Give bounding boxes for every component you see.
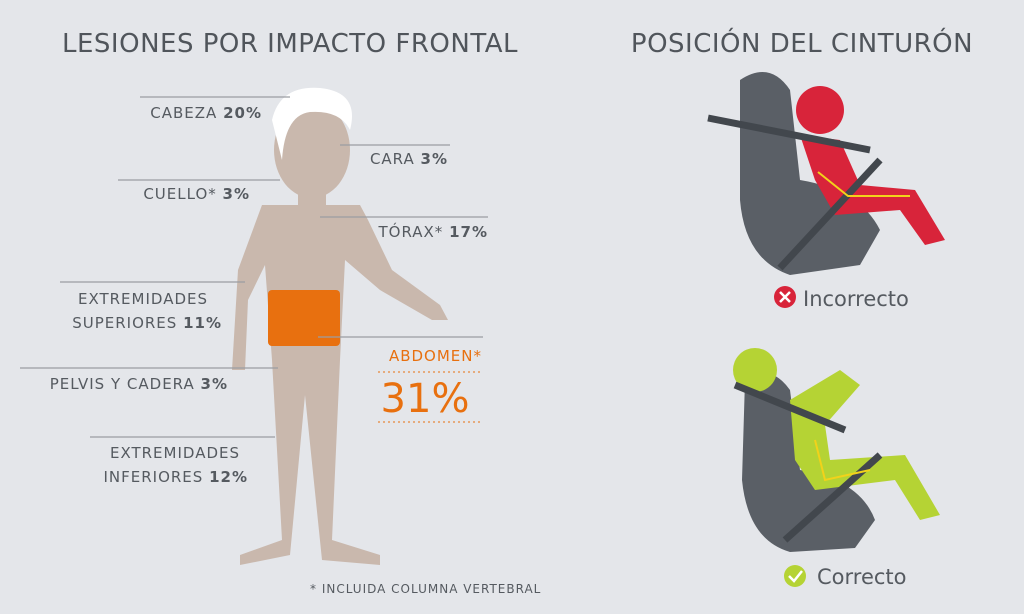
abdomen-label: ABDOMEN*: [389, 347, 482, 365]
state-label: Incorrecto: [803, 287, 909, 311]
injury-label: CABEZA 20%: [150, 104, 262, 122]
abdomen-value: 31%: [381, 376, 470, 422]
injury-label: CARA 3%: [370, 150, 448, 168]
injury-label: CUELLO* 3%: [143, 185, 250, 203]
seat-correct: [733, 348, 940, 587]
injury-label: EXTREMIDADES: [78, 290, 208, 308]
injury-label: INFERIORES 12%: [103, 468, 248, 486]
hair: [272, 87, 352, 160]
left-title: LESIONES POR IMPACTO FRONTAL: [62, 29, 518, 59]
injury-label: SUPERIORES 11%: [72, 314, 222, 332]
abdomen-highlight: [268, 290, 340, 346]
state-label: Correcto: [817, 565, 907, 589]
footnote: * INCLUIDA COLUMNA VERTEBRAL: [310, 582, 541, 596]
injury-label: TÓRAX* 17%: [377, 222, 488, 241]
injury-label: PELVIS Y CADERA 3%: [50, 375, 228, 393]
right-title: POSICIÓN DEL CINTURÓN: [631, 27, 973, 59]
injury-label: EXTREMIDADES: [110, 444, 240, 462]
seat-incorrect: [707, 72, 945, 308]
